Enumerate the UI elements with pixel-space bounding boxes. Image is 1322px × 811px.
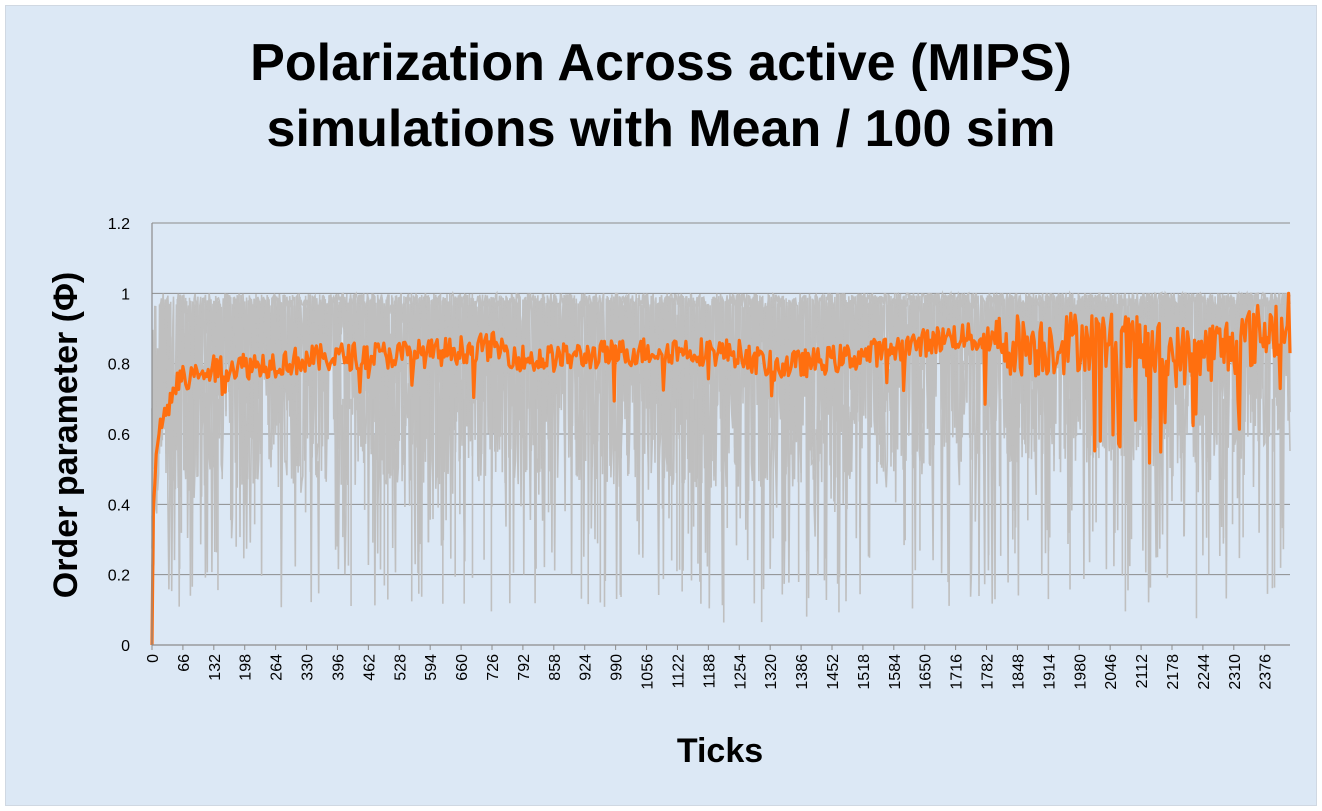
y-tick-label: 0.2 [108, 568, 130, 585]
x-tick-label: 1980 [1072, 654, 1089, 690]
x-tick-label: 2310 [1227, 654, 1244, 690]
individual-sim-series [151, 290, 1291, 623]
y-axis-title: Order parameter (Φ) [47, 272, 85, 598]
x-tick-label: 1518 [856, 654, 873, 690]
x-axis-title: Ticks [677, 732, 763, 770]
y-tick-label: 1 [121, 286, 130, 303]
x-tick-label: 1056 [640, 654, 657, 690]
x-tick-label: 462 [361, 654, 378, 681]
x-tick-label: 528 [392, 654, 409, 681]
chart-title: Polarization Across active (MIPS) simula… [0, 30, 1322, 162]
y-tick-label: 1.2 [108, 216, 130, 233]
mean-line [150, 291, 1292, 646]
y-tick-labels: 0 0.2 0.4 0.6 0.8 1 1.2 [108, 216, 130, 655]
x-tick-label: 2244 [1196, 654, 1213, 690]
x-tick-label: 990 [609, 654, 626, 681]
x-tick-label: 1254 [732, 654, 749, 690]
y-tick-label: 0.6 [108, 427, 130, 444]
x-tick-label: 726 [485, 654, 502, 681]
x-tick-label: 2112 [1134, 654, 1151, 689]
x-tick-labels: 0 66 132 198 264 330 396 462 528 594 660 726 792 858 9… [145, 654, 1275, 690]
mean-series [150, 291, 1292, 646]
y-tick-label: 0.8 [108, 357, 130, 374]
x-tick-label: 1782 [980, 654, 997, 690]
axes [151, 223, 1290, 650]
x-tick-label: 1452 [825, 654, 842, 690]
y-tick-label: 0.4 [108, 497, 130, 514]
x-tick-label: 1716 [949, 654, 966, 690]
y-tick-label: 0 [121, 638, 130, 655]
x-tick-label: 1188 [701, 654, 718, 689]
x-tick-label: 0 [145, 654, 162, 663]
x-tick-label: 1320 [763, 654, 780, 690]
x-tick-label: 858 [547, 654, 564, 681]
x-tick-label: 396 [330, 654, 347, 681]
x-tick-label: 594 [423, 654, 440, 681]
x-tick-label: 660 [454, 654, 471, 681]
x-tick-label: 1650 [918, 654, 935, 690]
x-tick-label: 792 [516, 654, 533, 681]
x-tick-label: 264 [269, 654, 286, 681]
x-tick-label: 1584 [887, 654, 904, 690]
x-tick-label: 2178 [1165, 654, 1182, 690]
x-tick-label: 1848 [1010, 654, 1027, 690]
x-tick-label: 2046 [1103, 654, 1120, 690]
x-tick-label: 198 [238, 654, 255, 681]
x-tick-label: 1914 [1041, 654, 1058, 690]
x-tick-label: 330 [300, 654, 317, 681]
x-tick-label: 132 [207, 654, 224, 681]
x-tick-label: 2376 [1258, 654, 1275, 690]
x-tick-label: 1386 [794, 654, 811, 690]
chart-title-line-2: simulations with Mean / 100 sim [266, 100, 1056, 158]
x-tick-label: 1122 [670, 654, 687, 689]
x-tick-label: 66 [176, 654, 193, 672]
chart-title-line-1: Polarization Across active (MIPS) [250, 34, 1072, 92]
x-tick-label: 924 [578, 654, 595, 681]
